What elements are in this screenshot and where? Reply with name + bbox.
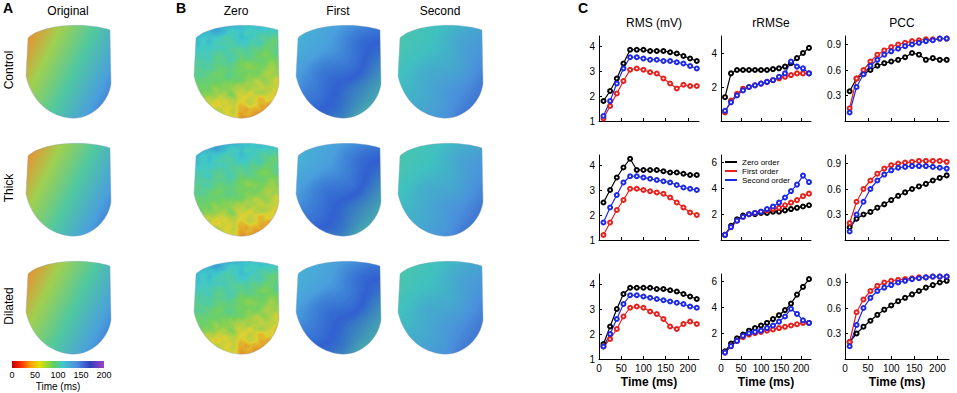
- svg-text:RMS (mV): RMS (mV): [626, 16, 682, 30]
- svg-text:0.6: 0.6: [827, 65, 841, 76]
- svg-text:0: 0: [842, 363, 848, 374]
- svg-text:50: 50: [863, 363, 875, 374]
- svg-text:Time (ms): Time (ms): [36, 381, 81, 392]
- svg-text:100: 100: [753, 363, 770, 374]
- svg-text:4: 4: [589, 279, 595, 290]
- svg-text:PCC: PCC: [889, 16, 915, 30]
- svg-text:Time (ms): Time (ms): [869, 375, 925, 389]
- svg-text:2: 2: [711, 328, 717, 339]
- svg-text:200: 200: [96, 370, 111, 380]
- svg-text:200: 200: [929, 363, 946, 374]
- svg-text:1: 1: [589, 354, 595, 365]
- svg-text:3: 3: [589, 304, 595, 315]
- svg-text:0.3: 0.3: [827, 328, 841, 339]
- svg-text:0.3: 0.3: [827, 209, 841, 220]
- svg-text:Original: Original: [47, 4, 88, 18]
- svg-text:4: 4: [589, 41, 595, 52]
- svg-text:4: 4: [711, 302, 717, 313]
- svg-text:0.9: 0.9: [827, 277, 841, 288]
- svg-text:rRMSe: rRMSe: [752, 16, 790, 30]
- svg-text:100: 100: [883, 363, 900, 374]
- svg-text:Control: Control: [2, 51, 16, 90]
- svg-text:2: 2: [711, 209, 717, 220]
- svg-text:A: A: [3, 0, 13, 16]
- svg-text:0.3: 0.3: [827, 90, 841, 101]
- svg-text:2: 2: [589, 91, 595, 102]
- svg-text:100: 100: [50, 370, 65, 380]
- svg-text:0.6: 0.6: [827, 303, 841, 314]
- svg-text:0.9: 0.9: [827, 158, 841, 169]
- svg-text:6: 6: [711, 276, 717, 287]
- svg-text:1: 1: [589, 235, 595, 246]
- svg-text:Time (ms): Time (ms): [738, 375, 794, 389]
- svg-text:First: First: [326, 4, 350, 18]
- svg-text:150: 150: [657, 363, 674, 374]
- svg-text:0.9: 0.9: [827, 39, 841, 50]
- svg-text:0: 0: [596, 363, 602, 374]
- svg-text:4: 4: [589, 160, 595, 171]
- svg-text:100: 100: [635, 363, 652, 374]
- svg-text:0: 0: [718, 363, 724, 374]
- svg-text:Zero order: Zero order: [742, 158, 780, 167]
- svg-text:4: 4: [711, 48, 717, 59]
- svg-text:B: B: [176, 0, 186, 16]
- svg-text:3: 3: [589, 66, 595, 77]
- svg-text:200: 200: [793, 363, 810, 374]
- svg-text:200: 200: [680, 363, 697, 374]
- svg-text:50: 50: [735, 363, 747, 374]
- svg-text:Second: Second: [420, 4, 461, 18]
- svg-text:150: 150: [773, 363, 790, 374]
- svg-text:3: 3: [589, 185, 595, 196]
- svg-text:4: 4: [711, 183, 717, 194]
- svg-text:1: 1: [589, 116, 595, 127]
- svg-text:First order: First order: [742, 167, 779, 176]
- svg-text:2: 2: [589, 329, 595, 340]
- svg-text:C: C: [578, 0, 588, 16]
- svg-text:Zero: Zero: [224, 4, 249, 18]
- svg-text:Thick: Thick: [2, 173, 16, 203]
- svg-text:0.6: 0.6: [827, 184, 841, 195]
- svg-text:Dilated: Dilated: [2, 287, 16, 324]
- svg-text:50: 50: [30, 370, 40, 380]
- svg-text:Second order: Second order: [742, 176, 790, 185]
- svg-text:Time (ms): Time (ms): [621, 375, 677, 389]
- svg-text:6: 6: [711, 157, 717, 168]
- svg-text:2: 2: [589, 210, 595, 221]
- svg-text:150: 150: [906, 363, 923, 374]
- svg-text:50: 50: [616, 363, 628, 374]
- svg-text:2: 2: [711, 82, 717, 93]
- svg-text:0: 0: [9, 370, 14, 380]
- svg-text:150: 150: [73, 370, 88, 380]
